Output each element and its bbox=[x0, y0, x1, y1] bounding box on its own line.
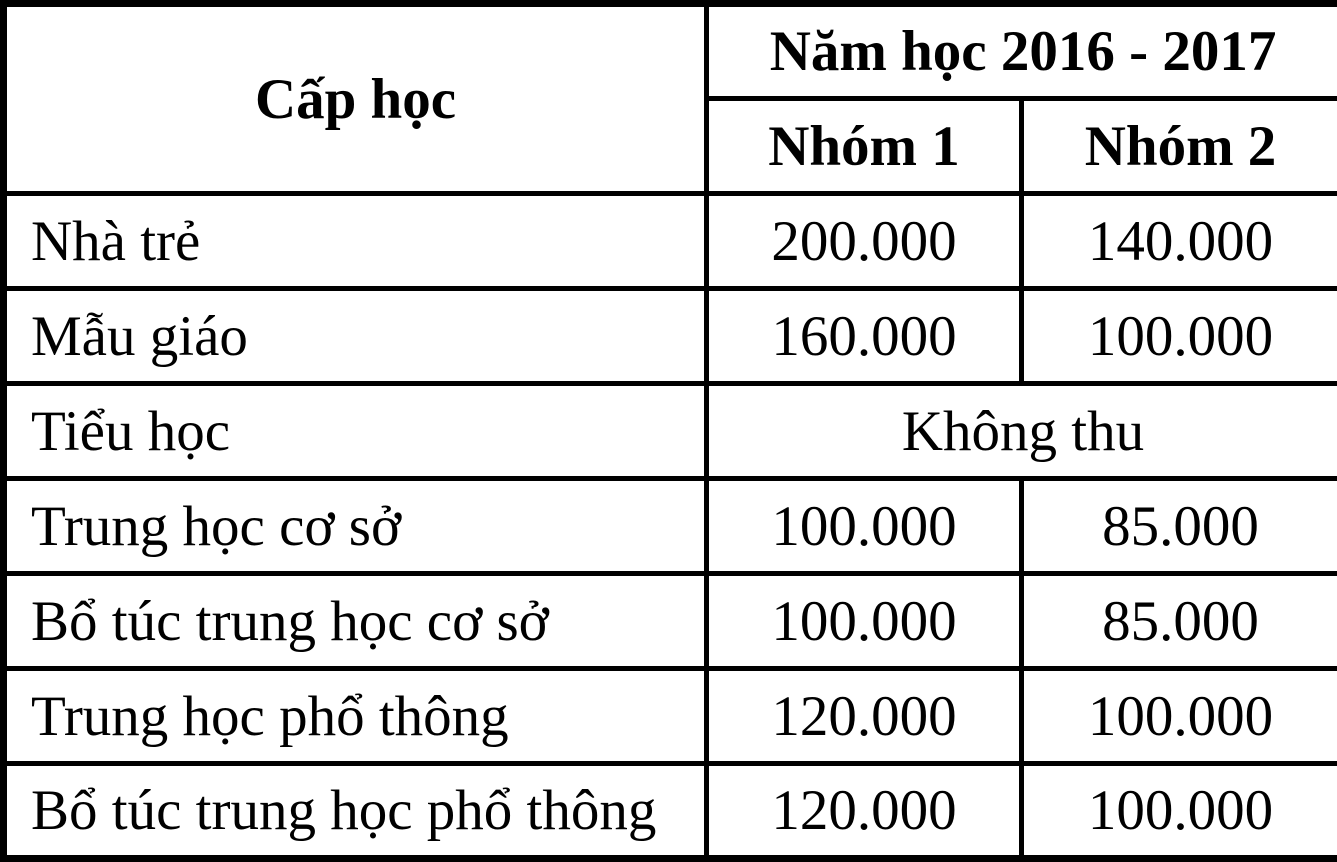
cell-group2-value: 85.000 bbox=[1022, 574, 1337, 669]
header-cell-group2: Nhóm 2 bbox=[1022, 99, 1337, 194]
cell-group2-value: 100.000 bbox=[1022, 669, 1337, 764]
cell-group1-value: 100.000 bbox=[707, 479, 1022, 574]
cell-level: Tiểu học bbox=[4, 384, 707, 479]
cell-level: Trung học phổ thông bbox=[4, 669, 707, 764]
cell-group2-value: 100.000 bbox=[1022, 764, 1337, 859]
cell-group1-value: 160.000 bbox=[707, 289, 1022, 384]
cell-level: Bổ túc trung học phổ thông bbox=[4, 764, 707, 859]
cell-group2-value: 100.000 bbox=[1022, 289, 1337, 384]
cell-level: Trung học cơ sở bbox=[4, 479, 707, 574]
header-cell-group1: Nhóm 1 bbox=[707, 99, 1022, 194]
header-cell-level: Cấp học bbox=[4, 4, 707, 194]
header-row-top: Cấp học Năm học 2016 - 2017 bbox=[4, 4, 1337, 99]
cell-level: Bổ túc trung học cơ sở bbox=[4, 574, 707, 669]
table-row: Mẫu giáo 160.000 100.000 bbox=[4, 289, 1337, 384]
cell-group1-value: 120.000 bbox=[707, 764, 1022, 859]
table-row: Nhà trẻ 200.000 140.000 bbox=[4, 194, 1337, 289]
cell-group1-value: 200.000 bbox=[707, 194, 1022, 289]
cell-group2-value: 140.000 bbox=[1022, 194, 1337, 289]
header-cell-school-year: Năm học 2016 - 2017 bbox=[707, 4, 1337, 99]
table-row: Trung học cơ sở 100.000 85.000 bbox=[4, 479, 1337, 574]
cell-group1-value: 100.000 bbox=[707, 574, 1022, 669]
table-row: Trung học phổ thông 120.000 100.000 bbox=[4, 669, 1337, 764]
table-row: Tiểu học Không thu bbox=[4, 384, 1337, 479]
cell-level: Nhà trẻ bbox=[4, 194, 707, 289]
cell-group2-value: 85.000 bbox=[1022, 479, 1337, 574]
cell-group1-value: 120.000 bbox=[707, 669, 1022, 764]
cell-merged-no-fee: Không thu bbox=[707, 384, 1337, 479]
cell-level: Mẫu giáo bbox=[4, 289, 707, 384]
table-row: Bổ túc trung học cơ sở 100.000 85.000 bbox=[4, 574, 1337, 669]
table-row: Bổ túc trung học phổ thông 120.000 100.0… bbox=[4, 764, 1337, 859]
